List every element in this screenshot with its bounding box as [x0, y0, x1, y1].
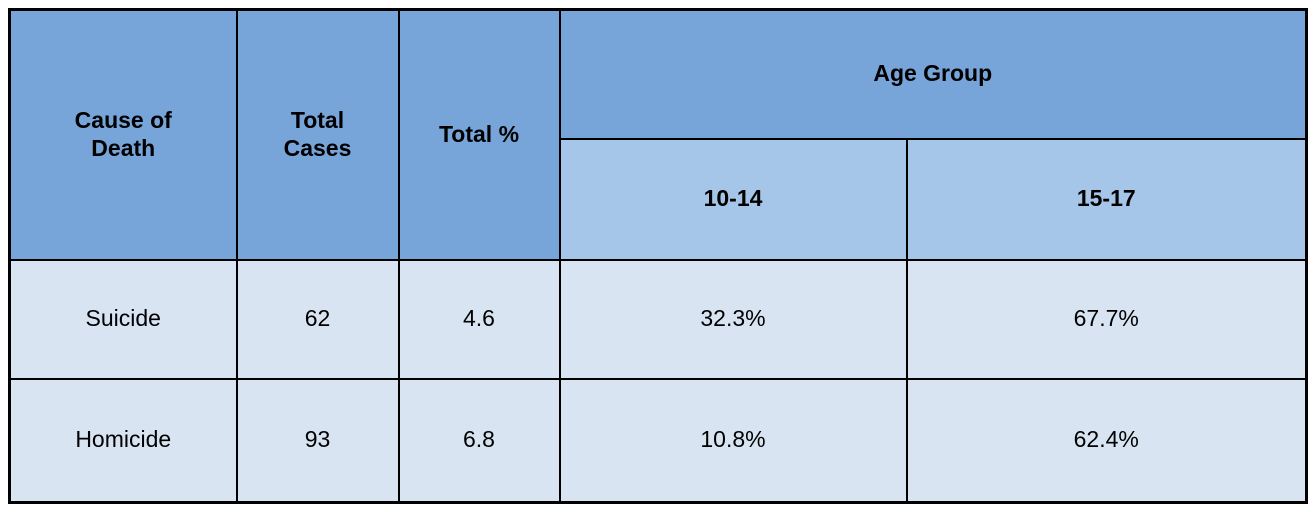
cell-age-10-14: 32.3% [558, 258, 908, 380]
cell-age-10-14: 10.8% [558, 377, 908, 504]
cell-age-15-17: 67.7% [905, 258, 1308, 380]
cell-total-cases: 62 [235, 258, 400, 380]
cell-total-cases: 93 [235, 377, 400, 504]
header-row-subgroups: 10-14 15-17 [10, 137, 1308, 261]
table-row-homicide: Homicide 93 6.8 10.8% 62.4% [8, 377, 1308, 504]
table-row-suicide: Suicide 62 4.6 32.3% 67.7% [8, 258, 1308, 380]
header-cause-of-death: Cause of Death [8, 8, 238, 261]
cell-cause: Suicide [8, 258, 238, 380]
header-age-group: Age Group [558, 8, 1308, 140]
mortality-age-group-table: Cause of Death Total Cases Total % Age G… [8, 8, 1308, 504]
cell-age-15-17: 62.4% [905, 377, 1308, 504]
cell-total-pct: 6.8 [397, 377, 561, 504]
cell-cause: Homicide [8, 377, 238, 504]
header-total-cases: Total Cases [235, 8, 400, 261]
subheader-age-10-14: 10-14 [558, 137, 908, 261]
header-row-group: Cause of Death Total Cases Total % Age G… [8, 8, 1308, 261]
subheader-age-15-17: 15-17 [905, 137, 1308, 261]
header-total-percent: Total % [397, 8, 561, 261]
cell-total-pct: 4.6 [397, 258, 561, 380]
